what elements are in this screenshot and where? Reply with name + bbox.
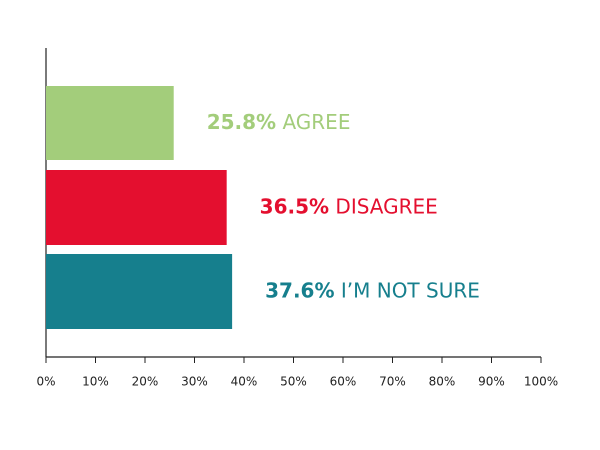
category-label: I’M NOT SURE [341,278,480,302]
bar-label: 37.6% I’M NOT SURE [265,278,480,302]
x-tick-label: 80% [429,375,456,389]
x-tick-label: 50% [280,375,307,389]
x-tick-label: 20% [132,375,159,389]
category-label: AGREE [282,110,350,134]
x-tick-label: 10% [82,375,109,389]
x-tick-label: 90% [478,375,505,389]
value-label: 37.6% [265,278,334,302]
value-label: 25.8% [207,110,276,134]
x-tick-label: 60% [330,375,357,389]
x-tick-label: 100% [524,375,558,389]
bar-label: 36.5% DISAGREE [260,194,438,218]
value-label: 36.5% [260,194,329,218]
x-tick-label: 0% [36,375,55,389]
x-tick-label: 30% [181,375,208,389]
x-tick-label: 40% [231,375,258,389]
category-label: DISAGREE [335,194,437,218]
bar-label: 25.8% AGREE [207,110,351,134]
bar [46,254,233,329]
bar [46,86,174,160]
bar [46,170,227,245]
x-tick-label: 70% [379,375,406,389]
